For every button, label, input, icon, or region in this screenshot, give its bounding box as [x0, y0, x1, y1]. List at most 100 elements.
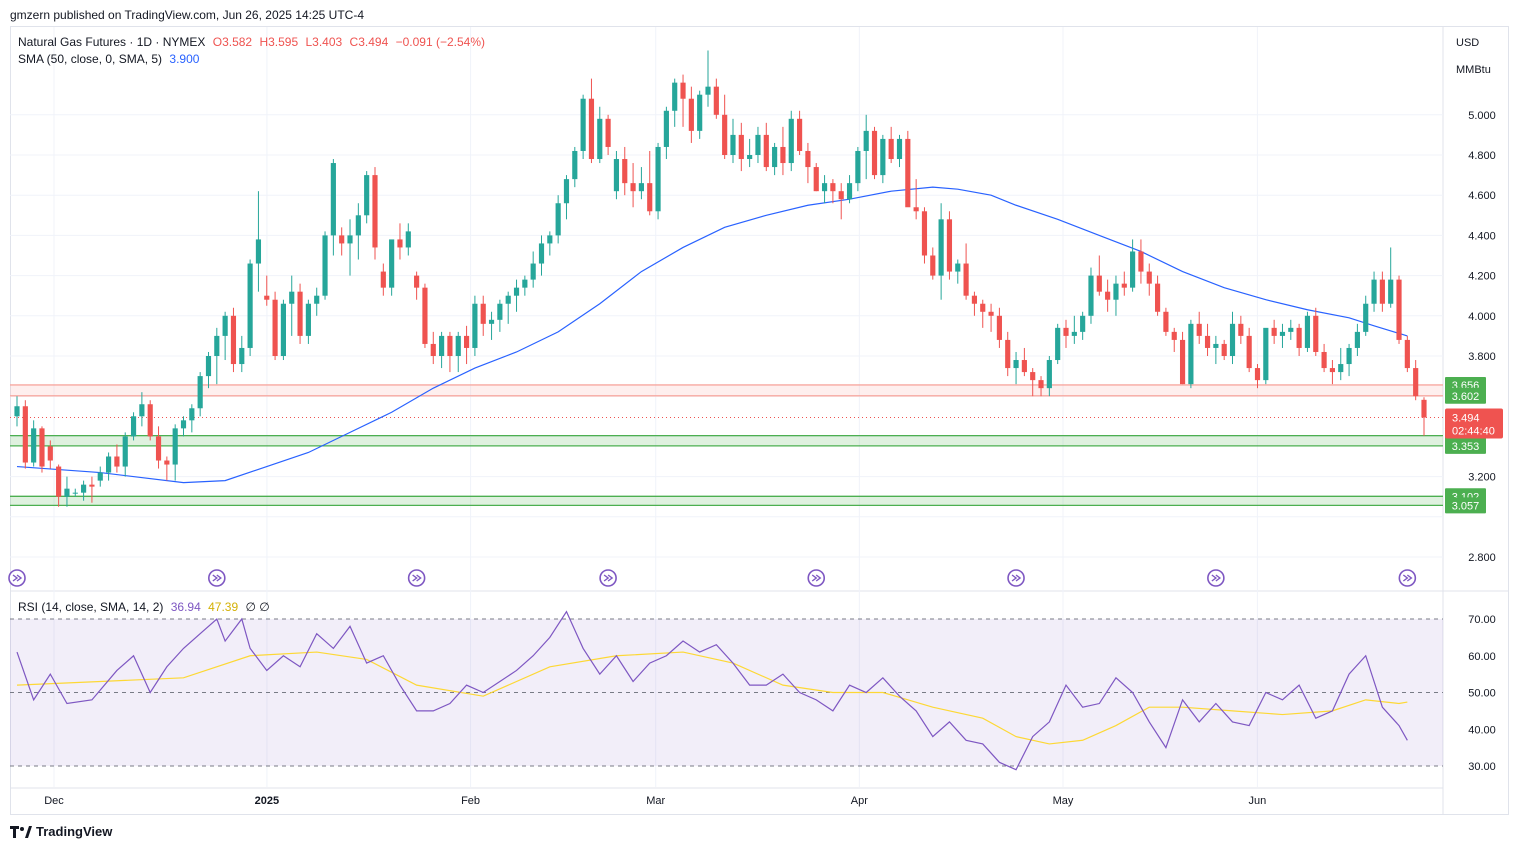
candle-body	[1196, 323, 1202, 336]
candle-body	[89, 484, 95, 487]
candle-body	[1088, 275, 1094, 316]
candle-body	[1238, 323, 1244, 336]
candle-body	[364, 175, 370, 216]
candle-body	[439, 335, 445, 356]
candle-body	[963, 263, 969, 296]
candle-body	[497, 303, 503, 320]
tradingview-logo-icon	[10, 825, 32, 838]
zone-label-bg	[1445, 497, 1486, 514]
candle-body	[455, 335, 461, 356]
event-marker-arrow	[412, 574, 422, 582]
candle-body	[663, 110, 669, 147]
candle-body	[888, 138, 894, 160]
candle-body	[355, 215, 361, 236]
candle-body	[1121, 283, 1127, 288]
candle-body	[580, 98, 586, 151]
candle-body	[414, 275, 420, 288]
candle-body	[214, 335, 220, 356]
candle-body	[572, 150, 578, 180]
candle-body	[896, 138, 903, 160]
zone-label-bg	[1445, 387, 1486, 404]
candle-body	[672, 82, 678, 111]
candle-body	[1354, 331, 1360, 348]
sma-label: SMA (50, close, 0, SMA, 5)	[18, 52, 163, 66]
candle-body	[197, 376, 203, 409]
rsi-ma-line	[16, 651, 1408, 745]
candle-body	[1213, 343, 1219, 348]
candle-body	[938, 219, 944, 276]
candle-body	[247, 263, 253, 348]
unit-label[interactable]: MMBtu	[1456, 64, 1491, 76]
price-tick-label: 4.600	[1468, 190, 1496, 202]
candle-body	[622, 159, 628, 184]
candle-body	[1138, 251, 1144, 272]
symbol-title: Natural Gas Futures · 1D · NYMEX	[18, 35, 206, 49]
event-marker-arrow	[603, 574, 614, 582]
candle-body	[930, 255, 936, 276]
candle-body	[430, 343, 436, 356]
candle-body	[97, 472, 103, 481]
candle-body	[722, 114, 728, 155]
ohlc-low: L3.403	[305, 35, 343, 49]
candle-body	[880, 138, 886, 176]
candle-body	[1021, 360, 1027, 373]
ohlc-close: C3.494	[349, 35, 389, 49]
candle-body	[297, 291, 303, 336]
candle-body	[647, 183, 653, 212]
candle-body	[538, 243, 545, 264]
candle-body	[14, 406, 20, 417]
rsi-value: 36.94	[170, 600, 201, 614]
candle-body	[222, 315, 228, 336]
candle-body	[56, 466, 62, 497]
candle-body	[1279, 331, 1286, 336]
candle-body	[239, 347, 245, 365]
candle-body	[913, 207, 919, 212]
price-tick-label: 4.400	[1468, 230, 1496, 242]
candle-body	[314, 295, 320, 304]
candle-body	[1271, 327, 1277, 336]
rsi-extra: ∅ ∅	[245, 600, 270, 614]
candle-body	[122, 436, 128, 467]
candle-body	[1071, 331, 1077, 336]
candle-body	[339, 235, 345, 244]
candle-body	[805, 150, 811, 168]
candle-body	[563, 179, 570, 204]
candle-body	[1246, 335, 1252, 369]
candle-body	[1038, 380, 1044, 389]
rsi-line	[16, 610, 1408, 771]
chart-frame	[10, 26, 1509, 815]
candle-body	[1371, 279, 1377, 304]
candle-body	[788, 118, 794, 164]
tradingview-logo[interactable]: TradingView	[10, 824, 112, 839]
price-tick-label: 4.800	[1468, 150, 1496, 162]
tradingview-brand: TradingView	[36, 824, 113, 839]
candle-body	[547, 235, 553, 244]
candle-body	[139, 404, 145, 417]
candle-body	[1188, 323, 1194, 385]
candle-body	[1030, 372, 1036, 381]
candle-body	[705, 86, 711, 95]
date-tick-label: 2025	[255, 795, 279, 807]
candle-body	[780, 146, 786, 164]
currency-label[interactable]: USD	[1456, 37, 1480, 49]
zone-label: 3.353	[1452, 441, 1480, 453]
candle-body	[130, 416, 137, 437]
candle-body	[1105, 291, 1111, 300]
candle-body	[1363, 303, 1369, 332]
candle-body	[821, 183, 828, 192]
event-marker-arrow	[12, 574, 23, 582]
candle-body	[830, 183, 836, 192]
candle-body	[372, 175, 378, 248]
symbol-legend: Natural Gas Futures · 1D · NYMEX O3.582 …	[18, 35, 489, 49]
candle-body	[480, 303, 486, 324]
candle-body	[105, 456, 112, 473]
event-marker-arrow	[1402, 574, 1413, 582]
countdown-label: 02:44:40	[1452, 426, 1495, 438]
candle-body	[755, 134, 761, 155]
candle-body	[946, 219, 953, 272]
support-zone	[10, 496, 1443, 506]
candle-body	[713, 86, 719, 115]
support-zone	[10, 435, 1443, 446]
event-marker-arrow	[212, 574, 222, 582]
